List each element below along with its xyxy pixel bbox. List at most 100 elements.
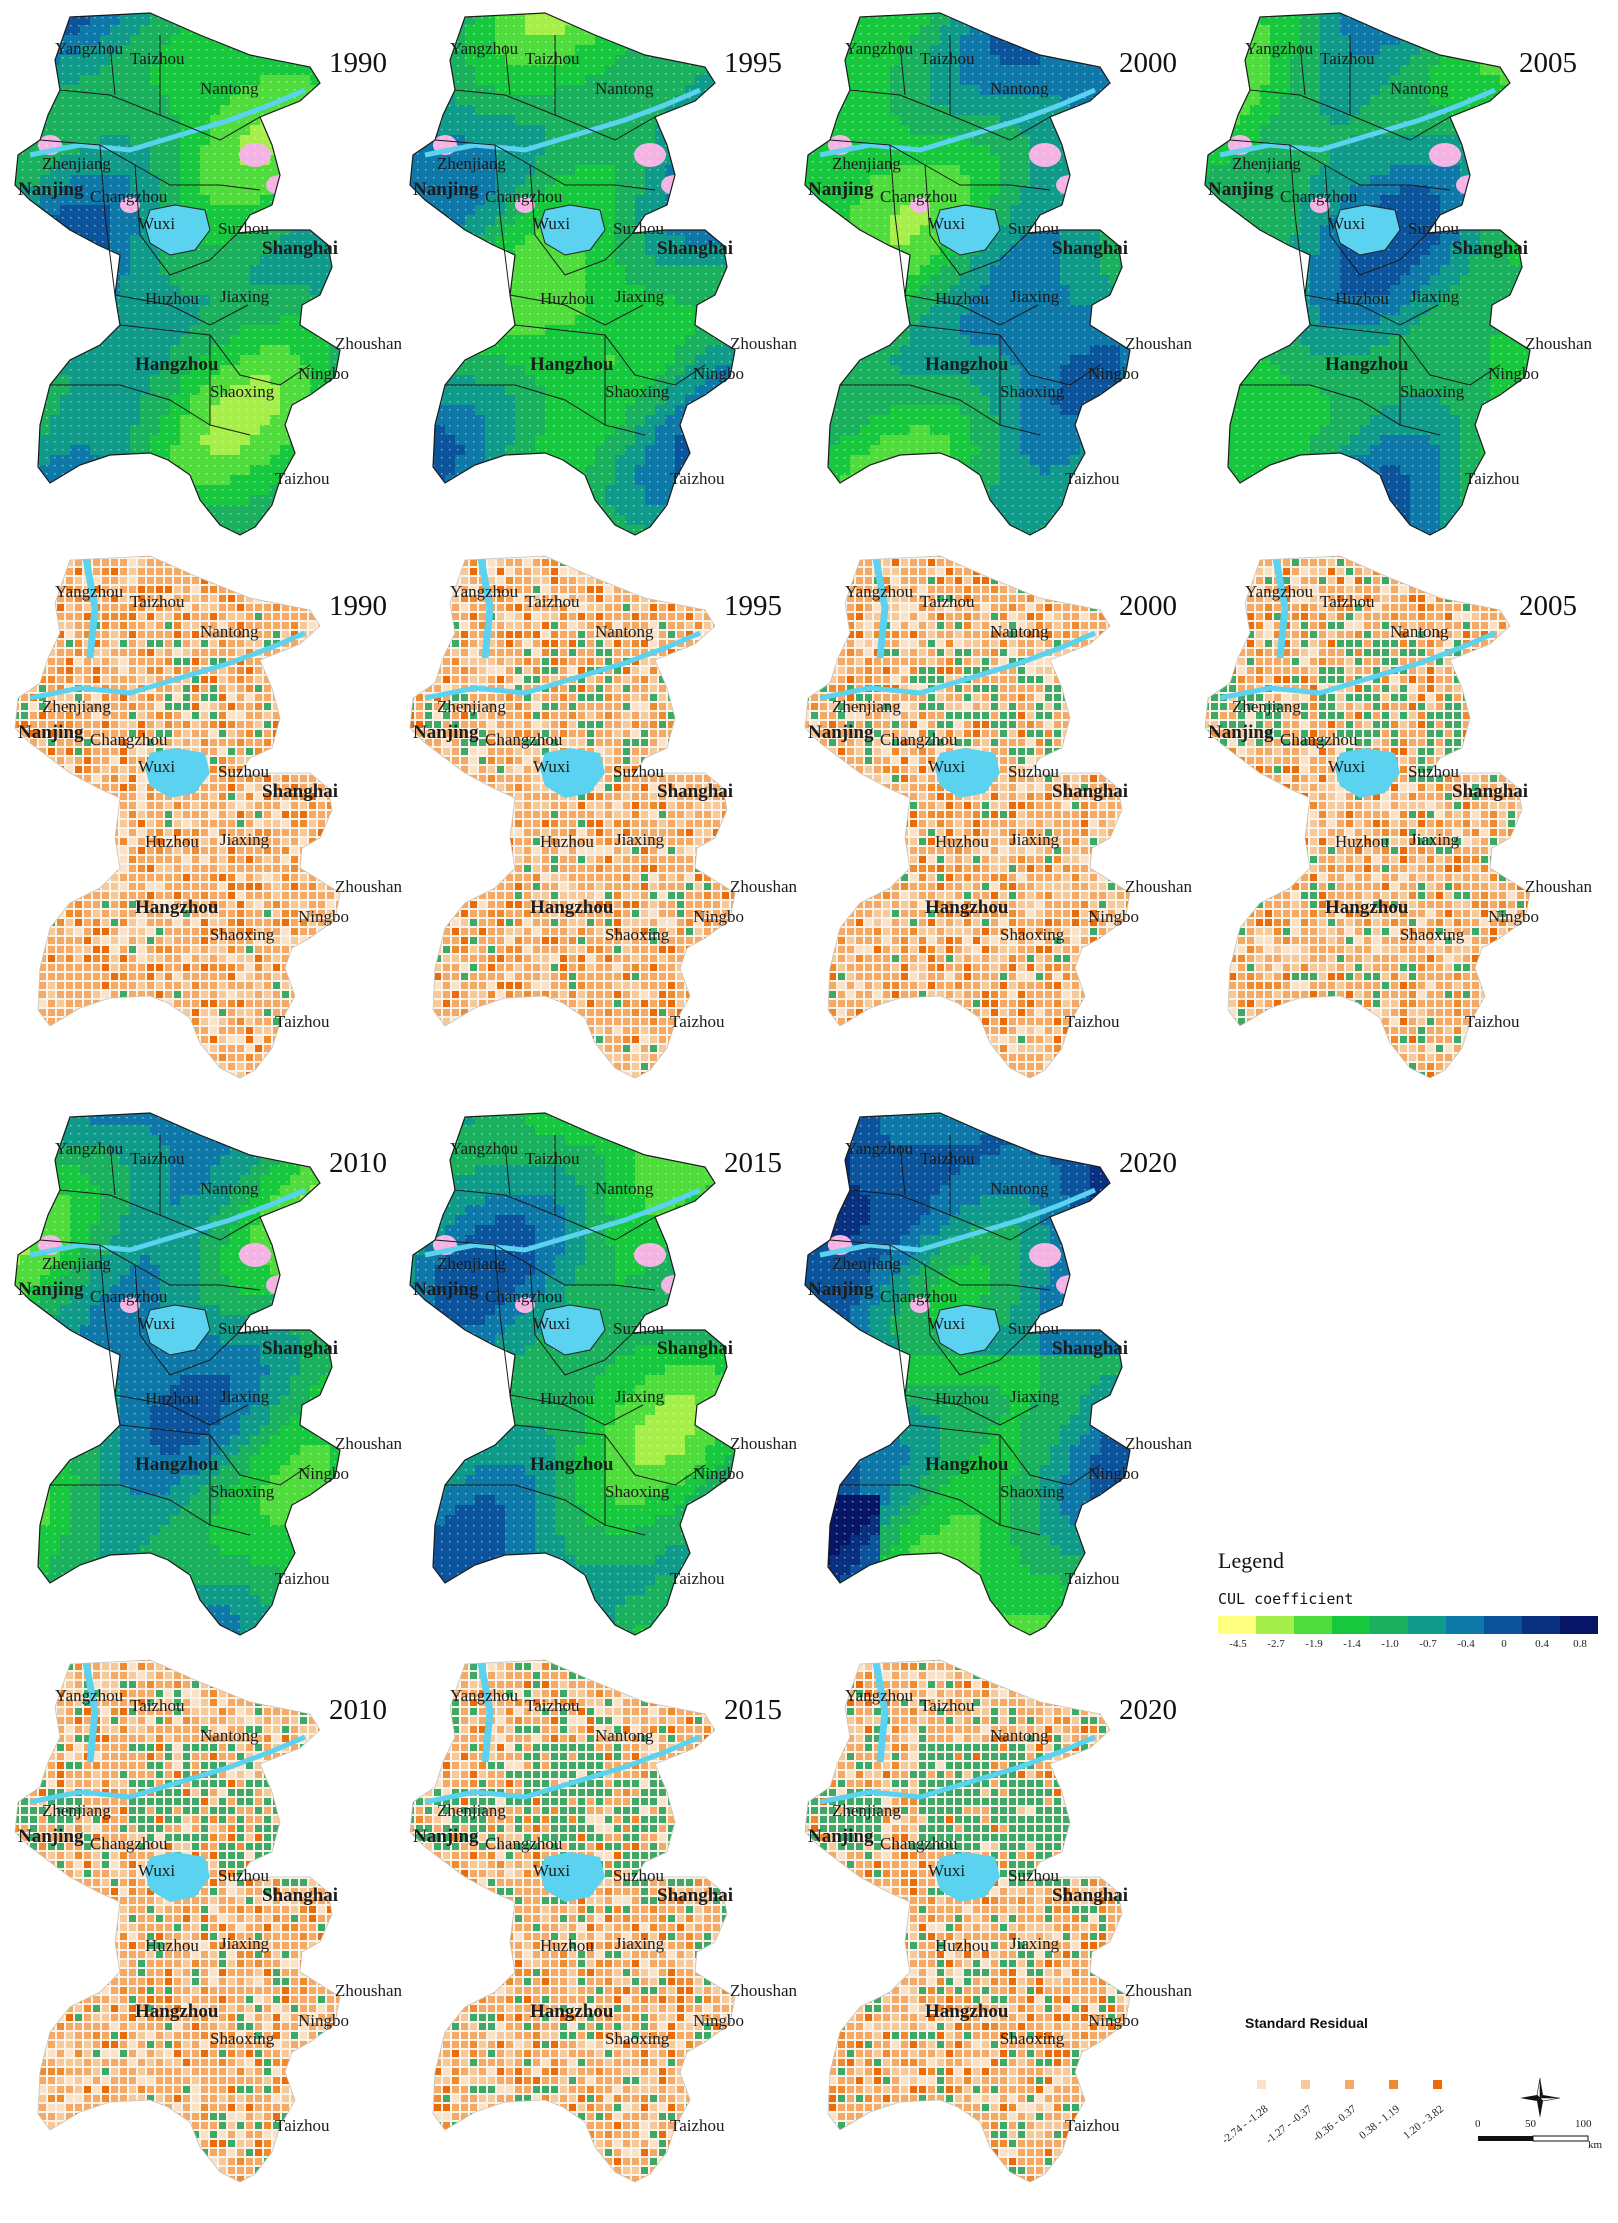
city-label-huzhou: Huzhou — [540, 1390, 594, 1407]
cul-ramp-swatch — [1446, 1616, 1484, 1634]
scale-unit: km — [1588, 2139, 1602, 2151]
map-canvas — [804, 1112, 1131, 1636]
city-label-suzhou: Suzhou — [1008, 1867, 1059, 1884]
city-label-taizhou: Taizhou — [1065, 1013, 1120, 1030]
city-label-changzhou: Changzhou — [90, 188, 167, 205]
north-arrow-icon — [1520, 2078, 1560, 2118]
city-label-nantong: Nantong — [990, 1180, 1049, 1197]
year-label: 2010 — [329, 1694, 387, 1727]
city-label-zhoushan: Zhoushan — [730, 335, 797, 352]
city-label-yangzhou: Yangzhou — [450, 1687, 518, 1704]
city-label-yangzhou: Yangzhou — [845, 583, 913, 600]
city-label-huzhou: Huzhou — [935, 290, 989, 307]
city-label-zhenjiang: Zhenjiang — [437, 698, 506, 715]
city-label-hangzhou: Hangzhou — [925, 2002, 1008, 2021]
year-label: 2000 — [1119, 47, 1177, 80]
city-label-zhenjiang: Zhenjiang — [437, 155, 506, 172]
city-label-shanghai: Shanghai — [657, 1339, 733, 1358]
city-label-changzhou: Changzhou — [485, 188, 562, 205]
city-label-jiaxing: Jiaxing — [615, 831, 664, 848]
city-label-wuxi: Wuxi — [1328, 758, 1365, 775]
city-label-suzhou: Suzhou — [613, 1867, 664, 1884]
city-label-ningbo: Ningbo — [693, 365, 744, 382]
city-label-huzhou: Huzhou — [145, 1937, 199, 1954]
city-label-nantong: Nantong — [200, 1180, 259, 1197]
city-label-huzhou: Huzhou — [935, 1937, 989, 1954]
city-label-suzhou: Suzhou — [613, 763, 664, 780]
city-label-nantong: Nantong — [595, 80, 654, 97]
city-label-jiaxing: Jiaxing — [1010, 831, 1059, 848]
city-label-changzhou: Changzhou — [90, 1288, 167, 1305]
city-label-jiaxing: Jiaxing — [1410, 831, 1459, 848]
scale-label-100: 100 — [1575, 2118, 1592, 2130]
city-label-shaoxing: Shaoxing — [210, 383, 274, 400]
city-label-wuxi: Wuxi — [928, 215, 965, 232]
map-canvas — [409, 1112, 736, 1636]
map-canvas — [14, 1112, 341, 1636]
city-label-suzhou: Suzhou — [613, 1320, 664, 1337]
city-label-nanjing: Nanjing — [1208, 723, 1273, 742]
city-label-wuxi: Wuxi — [928, 1862, 965, 1879]
city-label-hangzhou: Hangzhou — [925, 1455, 1008, 1474]
city-label-taizhou: Taizhou — [920, 593, 975, 610]
city-label-jiaxing: Jiaxing — [615, 288, 664, 305]
city-label-yangzhou: Yangzhou — [55, 1687, 123, 1704]
city-label-zhoushan: Zhoushan — [1125, 1982, 1192, 1999]
city-label-taizhou: Taizhou — [1465, 470, 1520, 487]
cul-ramp-swatch — [1370, 1616, 1408, 1634]
city-label-nanjing: Nanjing — [18, 1827, 83, 1846]
city-label-hangzhou: Hangzhou — [530, 355, 613, 374]
city-label-hangzhou: Hangzhou — [530, 1455, 613, 1474]
cul-ramp-swatch — [1408, 1616, 1446, 1634]
city-label-wuxi: Wuxi — [138, 215, 175, 232]
year-label: 2020 — [1119, 1147, 1177, 1180]
city-label-wuxi: Wuxi — [138, 1862, 175, 1879]
city-label-taizhou: Taizhou — [525, 593, 580, 610]
city-label-suzhou: Suzhou — [613, 220, 664, 237]
city-label-changzhou: Changzhou — [90, 731, 167, 748]
city-label-zhoushan: Zhoushan — [335, 335, 402, 352]
map-canvas — [14, 1659, 341, 2183]
city-label-zhenjiang: Zhenjiang — [1232, 155, 1301, 172]
city-label-changzhou: Changzhou — [880, 188, 957, 205]
city-label-taizhou: Taizhou — [525, 1150, 580, 1167]
city-label-hangzhou: Hangzhou — [135, 2002, 218, 2021]
city-label-ningbo: Ningbo — [298, 365, 349, 382]
year-label: 2005 — [1519, 590, 1577, 623]
scale-bar: 0 50 100 km — [1475, 2118, 1602, 2173]
cul-ramp-swatch — [1484, 1616, 1522, 1634]
legend-subtitle: CUL coefficient — [1218, 1590, 1618, 1608]
city-label-hangzhou: Hangzhou — [530, 2002, 613, 2021]
city-label-wuxi: Wuxi — [533, 1315, 570, 1332]
city-label-taizhou: Taizhou — [130, 1150, 185, 1167]
city-label-shaoxing: Shaoxing — [1000, 926, 1064, 943]
cul-color-ramp — [1218, 1616, 1598, 1634]
city-label-suzhou: Suzhou — [1008, 1320, 1059, 1337]
city-label-hangzhou: Hangzhou — [1325, 898, 1408, 917]
city-label-ningbo: Ningbo — [298, 2012, 349, 2029]
sr-legend-swatch — [1389, 2080, 1398, 2089]
city-label-nanjing: Nanjing — [808, 723, 873, 742]
city-label-taizhou: Taizhou — [670, 2117, 725, 2134]
city-label-shaoxing: Shaoxing — [210, 926, 274, 943]
city-label-huzhou: Huzhou — [145, 290, 199, 307]
city-label-zhenjiang: Zhenjiang — [832, 698, 901, 715]
city-label-taizhou: Taizhou — [920, 1150, 975, 1167]
city-label-shaoxing: Shaoxing — [1000, 1483, 1064, 1500]
year-label: 2015 — [724, 1694, 782, 1727]
city-label-taizhou: Taizhou — [130, 593, 185, 610]
city-label-changzhou: Changzhou — [1280, 188, 1357, 205]
city-label-taizhou: Taizhou — [130, 50, 185, 67]
scale-label-0: 0 — [1475, 2118, 1481, 2130]
city-label-zhenjiang: Zhenjiang — [832, 1802, 901, 1819]
cul-ramp-swatch — [1294, 1616, 1332, 1634]
city-label-nantong: Nantong — [1390, 80, 1449, 97]
city-label-nantong: Nantong — [990, 623, 1049, 640]
city-label-shaoxing: Shaoxing — [605, 1483, 669, 1500]
city-label-ningbo: Ningbo — [1088, 908, 1139, 925]
city-label-zhoushan: Zhoushan — [1525, 878, 1592, 895]
city-label-taizhou: Taizhou — [275, 1013, 330, 1030]
city-label-hangzhou: Hangzhou — [135, 355, 218, 374]
cul-tick-labels: -4.5 -2.7 -1.9 -1.4 -1.0 -0.7 -0.4 0 0.4 0.8 — [1218, 1638, 1598, 1658]
city-label-taizhou: Taizhou — [670, 1570, 725, 1587]
